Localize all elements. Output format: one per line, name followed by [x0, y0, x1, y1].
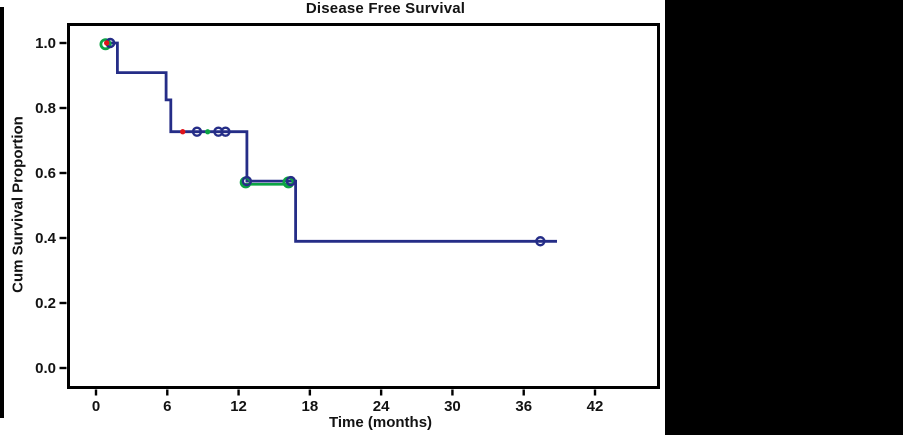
- x-tick-label: 12: [230, 398, 247, 415]
- censored-mark-navy-icon: [241, 175, 253, 187]
- y-tick-label: 0.8: [35, 100, 56, 117]
- x-tick-label: 6: [163, 398, 171, 415]
- event-dot-green-icon: [205, 129, 211, 135]
- x-axis-label: Time (months): [328, 414, 433, 431]
- censored-mark-navy-icon: [220, 126, 231, 137]
- x-tick-label: 30: [444, 398, 461, 415]
- x-tick-label: 36: [515, 398, 532, 415]
- x-tick-label: 18: [302, 398, 319, 415]
- censored-mark-navy-icon: [285, 175, 297, 187]
- event-dot-red-icon: [103, 40, 110, 46]
- x-tick-label: 42: [587, 398, 604, 415]
- chart-title: Disease Free Survival: [305, 0, 466, 17]
- censored-mark-navy-icon: [191, 126, 203, 137]
- y-tick-label: 0.0: [35, 360, 56, 377]
- y-tick-label: 1.0: [35, 35, 56, 52]
- event-dot-red-icon: [180, 129, 186, 135]
- y-tick-label: 0.2: [35, 295, 56, 312]
- plot-frame: [67, 23, 660, 389]
- censored-mark-green-icon: [99, 38, 112, 51]
- y-tick-label: 0.6: [35, 165, 56, 182]
- survival-curve: [105, 41, 557, 243]
- x-tick-label: 24: [373, 398, 390, 415]
- censored-mark-navy-icon: [535, 236, 546, 247]
- left-black-strip: [0, 7, 4, 418]
- x-tick-label: 0: [92, 398, 100, 415]
- y-tick-label: 0.4: [35, 230, 57, 247]
- right-black-filler: [665, 0, 903, 435]
